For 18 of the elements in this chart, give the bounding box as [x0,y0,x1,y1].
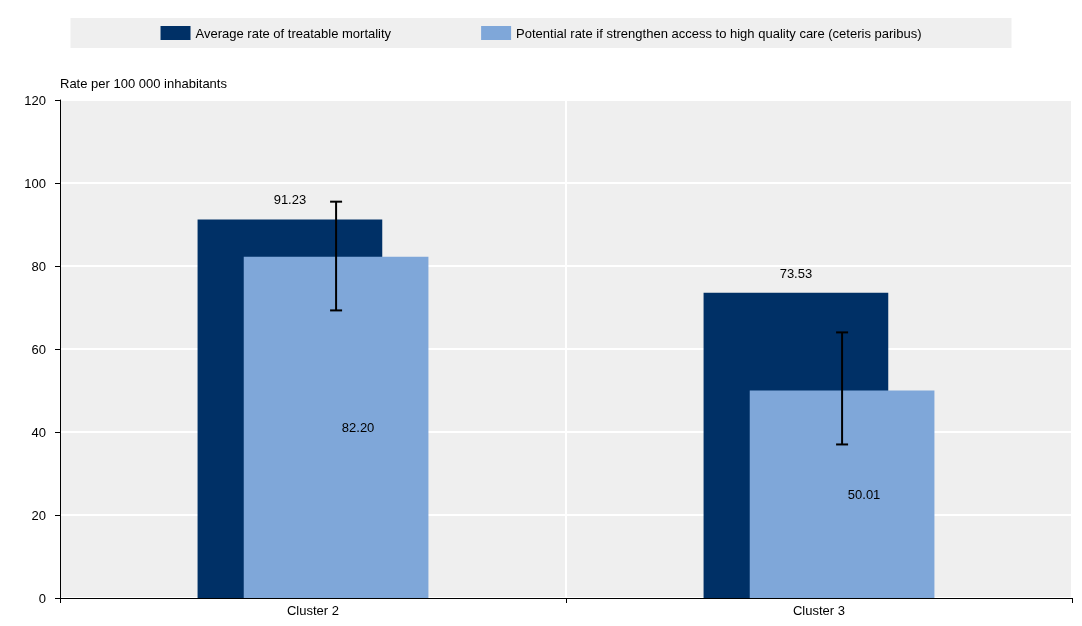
data-label: 50.01 [847,486,881,502]
legend-label: Potential rate if strengthen access to high quality care (ceteris paribus) [516,25,922,41]
bar [243,256,429,598]
y-tick-label: 80 [31,258,46,274]
y-axis-title: Rate per 100 000 inhabitants [60,76,228,91]
data-label: 82.20 [341,419,375,435]
x-tick-label: Cluster 3 [792,603,846,618]
data-label: 73.53 [779,265,813,281]
legend-label: Average rate of treatable mortality [195,25,392,41]
y-tick-label: 100 [24,175,46,191]
y-tick-label: 120 [24,92,46,108]
x-tick-label: Cluster 2 [286,603,340,618]
y-tick-label: 40 [31,424,46,440]
bar [749,390,935,598]
y-tick-label: 0 [38,590,46,606]
data-label: 91.23 [273,192,307,208]
y-tick-label: 20 [31,507,46,523]
y-tick-label: 60 [31,341,46,357]
